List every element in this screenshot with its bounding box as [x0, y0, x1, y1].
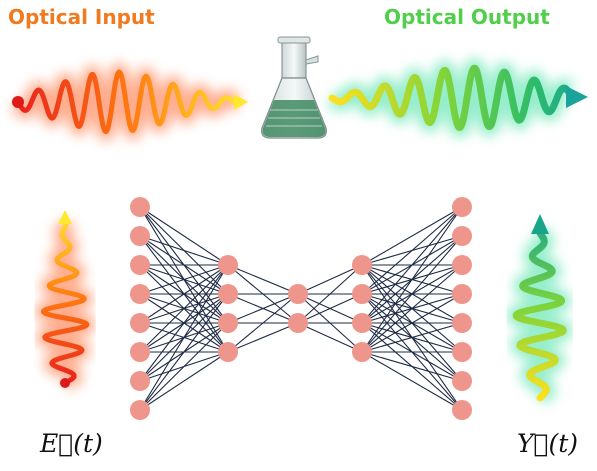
- flask-arm: [306, 56, 318, 64]
- edge: [228, 265, 298, 294]
- network: [130, 197, 472, 420]
- neuron: [218, 342, 238, 362]
- neuron: [130, 313, 150, 333]
- neuron: [288, 284, 308, 304]
- input-field-label: E⃗(t): [39, 429, 103, 458]
- flask: [262, 37, 327, 138]
- neuron: [130, 255, 150, 275]
- edge: [140, 323, 228, 410]
- neuron: [352, 284, 372, 304]
- flask-rim: [278, 37, 310, 43]
- edge: [362, 352, 462, 410]
- wave-source: [60, 378, 70, 388]
- neuron: [130, 226, 150, 246]
- wave-source: [12, 96, 24, 108]
- neuron: [452, 313, 472, 333]
- edge: [140, 207, 228, 265]
- edge: [362, 207, 462, 352]
- edge: [140, 265, 228, 410]
- neuron: [218, 284, 238, 304]
- neuron: [130, 284, 150, 304]
- arrow-head: [531, 214, 549, 234]
- neuron: [130, 400, 150, 420]
- neuron: [452, 284, 472, 304]
- edge: [362, 207, 462, 294]
- output-field-label: Y⃗(t): [517, 429, 578, 458]
- neuron: [130, 342, 150, 362]
- neuron: [288, 313, 308, 333]
- edge: [362, 207, 462, 265]
- edge: [298, 265, 362, 294]
- neuron: [452, 255, 472, 275]
- edge: [140, 352, 228, 410]
- edge: [228, 323, 298, 352]
- neuron: [352, 313, 372, 333]
- input-title: Optical Input: [8, 5, 155, 29]
- flask-liquid: [263, 100, 326, 137]
- neuron: [452, 371, 472, 391]
- edge: [298, 323, 362, 352]
- diagram: Optical Input Optical Output E⃗(t) Y⃗(t): [0, 0, 597, 471]
- neuron: [352, 255, 372, 275]
- neuron: [130, 197, 150, 217]
- neuron: [218, 255, 238, 275]
- neuron: [452, 197, 472, 217]
- edge: [140, 236, 228, 265]
- arrow-head: [566, 86, 588, 108]
- output-title: Optical Output: [384, 5, 550, 29]
- neuron: [130, 371, 150, 391]
- neuron: [452, 226, 472, 246]
- arrow-head: [58, 210, 72, 224]
- flask-neck: [282, 40, 306, 78]
- neuron: [452, 342, 472, 362]
- edge: [362, 352, 462, 381]
- neuron: [218, 313, 238, 333]
- neuron: [352, 342, 372, 362]
- neuron: [452, 400, 472, 420]
